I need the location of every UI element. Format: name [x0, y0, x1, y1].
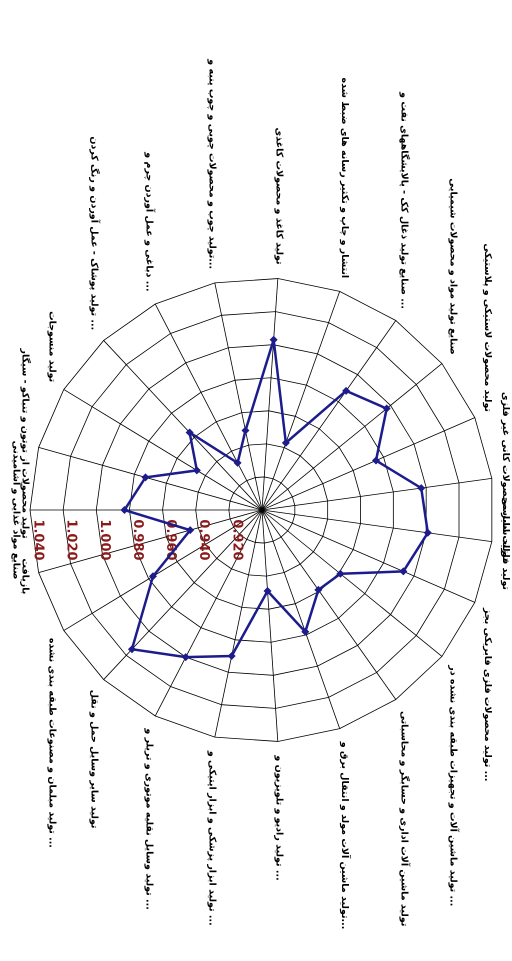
spoke — [261, 509, 475, 603]
category-label: تولید محصولات لاستیکی و پلاستیکی — [482, 243, 493, 412]
category-label: تولید منسوجات — [46, 311, 57, 382]
r-tick-label: 0.920 — [229, 519, 244, 560]
marker — [185, 428, 194, 437]
r-tick-label: 1.040 — [31, 519, 46, 560]
spoke — [261, 417, 475, 511]
marker — [417, 484, 426, 493]
category-label: دباغی و عمل آوردن چرم و ... — [143, 151, 156, 291]
category-label: تولید فلزات اساسی — [500, 497, 511, 590]
category-label: تولید ماشین آلات و تجهیزات طبقه بندی نشد… — [447, 664, 460, 906]
category-label: تولید سایر محصولات کانی غیر فلزی — [500, 392, 511, 561]
spoke — [261, 363, 443, 511]
category-label: تولید کاغذ و محصولات کاغذی — [273, 127, 284, 264]
marker — [314, 585, 323, 594]
spoke — [214, 509, 263, 738]
category-label: صنایع تولید مواد و محصولات شیمیایی — [447, 178, 458, 354]
marker — [141, 473, 150, 482]
marker — [233, 458, 242, 467]
marker — [148, 572, 157, 581]
marker — [181, 653, 190, 662]
spoke — [261, 291, 341, 511]
grid-ring — [195, 443, 329, 577]
spoke — [261, 509, 443, 657]
category-label: صنایع تولید ذغال کک - پالایشگاههای نفت و… — [398, 91, 410, 309]
grid-ring — [62, 311, 460, 709]
marker — [263, 587, 272, 596]
spoke — [63, 509, 263, 631]
marker — [342, 386, 351, 395]
grid-ring — [29, 278, 493, 742]
r-tick-label: 1.020 — [64, 519, 79, 560]
category-label: تولید سایر وسایل حمل و نقل — [89, 690, 100, 829]
spoke — [154, 509, 263, 717]
spoke — [261, 509, 492, 542]
r-tick-label: 0.940 — [196, 519, 211, 560]
category-label: تولید پوشاک - عمل آوردن و رنگ کردن ... — [89, 136, 102, 330]
marker — [186, 526, 195, 535]
spoke — [38, 509, 263, 573]
r-tick-label: 1.000 — [97, 519, 112, 560]
marker — [371, 456, 380, 465]
category-label: تولید ابزار پزشکی و ابزار اپتیکی و ... — [206, 750, 217, 926]
marker — [192, 466, 201, 475]
category-label: انتشار و چاپ و تکثیر رسانه های ضبط شده — [339, 78, 350, 279]
marker — [120, 506, 129, 514]
grid-ring — [162, 410, 361, 610]
category-label: تولید محصولات فلزی فابریکی بجز ... — [482, 607, 493, 782]
spoke — [154, 303, 263, 511]
r-tick-label: 0.980 — [130, 519, 145, 560]
grid-ring — [129, 377, 394, 643]
category-label: تولید ماشین آلات اداری و حسابگر و محاسبا… — [398, 711, 411, 926]
marker — [269, 335, 278, 344]
category-label: صنایع مواد غذایی و آشامیدنی — [11, 441, 24, 580]
grid-ring — [95, 344, 427, 676]
marker — [382, 404, 391, 413]
category-label: تولید رادیو و تلویزیون و ... — [273, 754, 284, 880]
marker — [399, 567, 408, 576]
spoke — [261, 509, 341, 729]
category-label: بازیافت — [20, 558, 31, 594]
spoke — [63, 389, 263, 511]
series-line — [122, 339, 430, 659]
grid-ring — [228, 476, 296, 544]
category-label: تولید ماشین آلات مولد و انتقال برق و... — [339, 741, 352, 930]
spoke — [261, 509, 279, 742]
spoke — [261, 478, 492, 511]
marker — [336, 569, 345, 578]
category-label: تولید چوب و محصولات چوبی و چوب پنبه و... — [206, 58, 217, 269]
category-label: تولید محصولات از توتون و تنباکو - سیگار — [20, 348, 32, 539]
spoke — [38, 447, 263, 511]
marker — [227, 652, 236, 661]
marker — [241, 426, 250, 435]
marker — [127, 645, 136, 654]
category-label: تولید مبلمان و مصنوعات طبقه بندی نشده ..… — [46, 638, 57, 848]
spoke — [214, 282, 263, 511]
marker — [301, 627, 310, 636]
spoke — [261, 320, 397, 511]
marker — [281, 438, 290, 447]
category-label: تولید وسایل نقلیه موتوری و تریلر و ... — [143, 727, 154, 909]
spoke — [261, 278, 279, 511]
marker — [423, 528, 432, 537]
spoke — [261, 509, 397, 700]
spoke — [103, 340, 263, 511]
